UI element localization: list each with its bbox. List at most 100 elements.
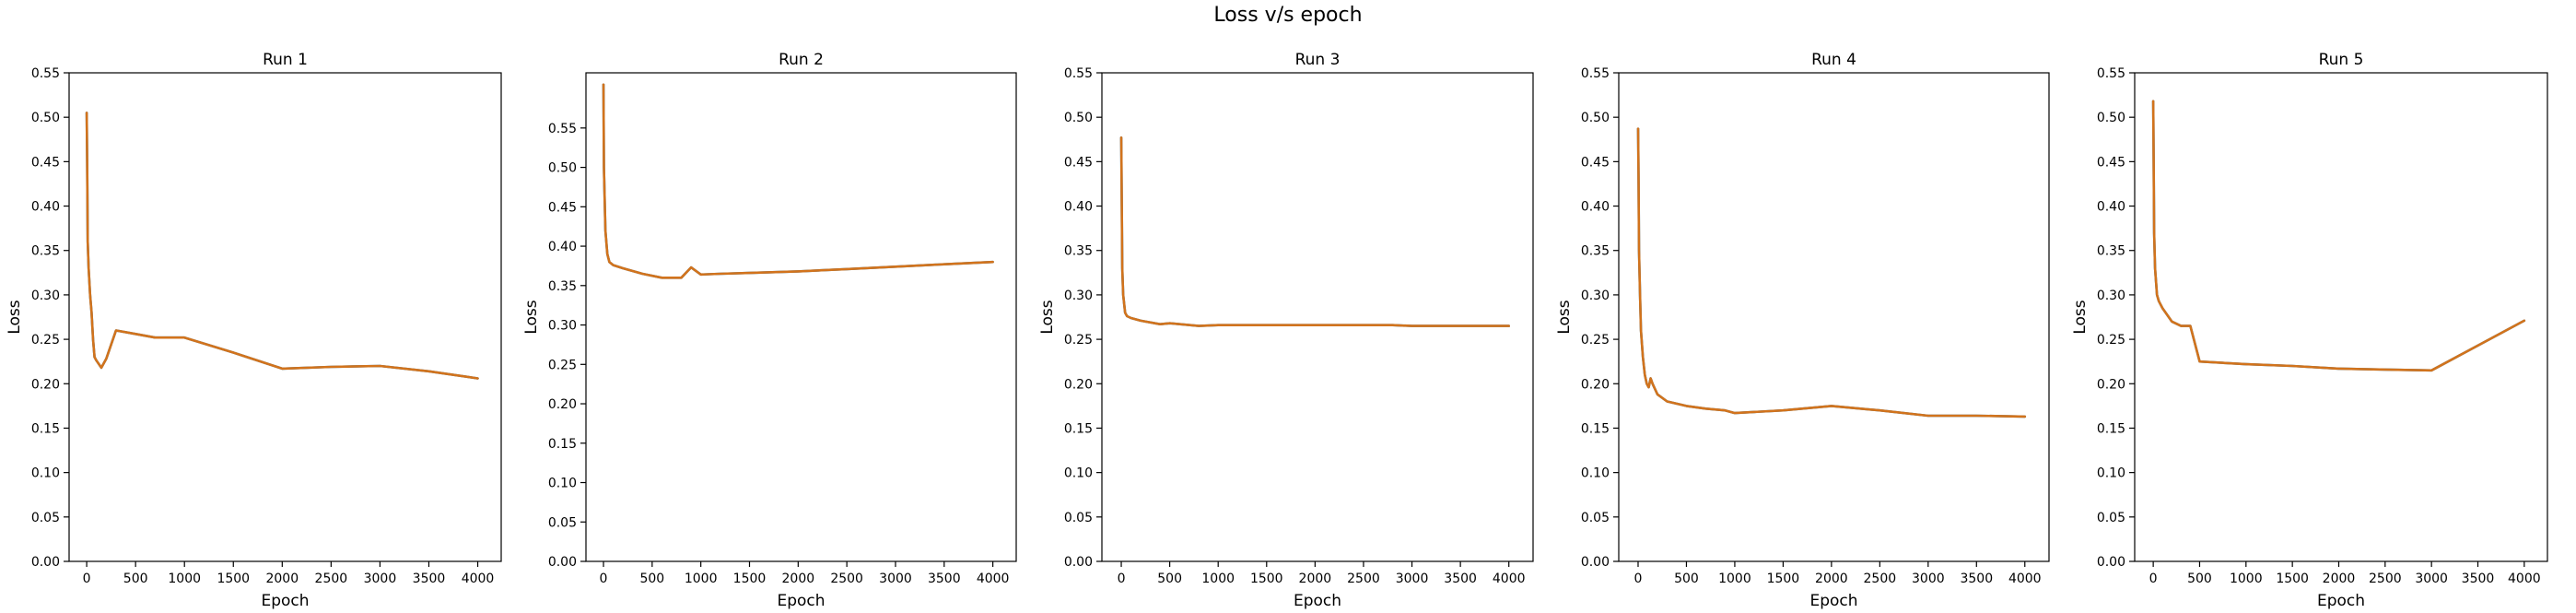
y-tick-label: 0.10	[1064, 466, 1093, 481]
x-tick-label: 500	[1674, 572, 1699, 586]
y-tick-label: 0.25	[548, 358, 577, 372]
x-tick-label: 1500	[217, 572, 250, 586]
x-tick-label: 1500	[1767, 572, 1800, 586]
y-tick-label: 0.55	[1581, 66, 1610, 81]
x-tick-label: 3000	[364, 572, 397, 586]
x-tick-label: 0	[1634, 572, 1643, 586]
subplot-4: 0 500 1000 1500 2000 2500 3000 3500 4000 0.00 0.05…	[1555, 51, 2050, 610]
x-tick-label: 0	[600, 572, 608, 586]
x-tick-label: 2000	[782, 572, 815, 586]
series-line-1	[2151, 100, 2526, 372]
y-tick-label: 0.45	[2097, 155, 2125, 170]
y-tick-label: 0.35	[1581, 244, 1610, 259]
x-tick-label: 500	[1157, 572, 1182, 586]
x-tick-label: 2000	[265, 572, 299, 586]
x-tick-label: 1500	[2276, 572, 2309, 586]
x-tick-label: 2500	[1347, 572, 1380, 586]
x-tick-label: 4000	[1493, 572, 1526, 586]
series-line-2	[85, 112, 479, 380]
y-tick-label: 0.00	[31, 555, 60, 570]
x-tick-label: 3500	[413, 572, 446, 586]
y-tick-label: 0.55	[31, 66, 60, 81]
y-tick-label: 0.10	[548, 477, 577, 491]
y-tick-label: 0.05	[1064, 511, 1093, 525]
x-tick-label: 500	[639, 572, 664, 586]
y-tick-label: 0.20	[548, 397, 577, 412]
series-line-1	[85, 112, 479, 380]
y-tick-label: 0.00	[1064, 555, 1093, 570]
y-tick-label: 0.40	[1064, 200, 1093, 215]
y-tick-label: 0.25	[1064, 333, 1093, 348]
x-tick-label: 2000	[2323, 572, 2356, 586]
y-tick-label: 0.15	[2097, 421, 2125, 436]
y-axis-label: Loss	[522, 300, 541, 334]
axes-frame	[585, 72, 1017, 562]
y-tick-label: 0.30	[2097, 289, 2125, 303]
x-axis-label: Epoch	[261, 592, 309, 610]
subplot-3: 0 500 1000 1500 2000 2500 3000 3500 4000 0.00 0.05…	[1038, 51, 1534, 610]
x-axis-label: Epoch	[1294, 592, 1341, 610]
subplot-title: Run 5	[2319, 51, 2364, 69]
axes-frame	[68, 72, 502, 562]
y-tick-label: 0.20	[31, 377, 60, 392]
y-tick-label: 0.45	[1064, 155, 1093, 170]
y-tick-label: 0.55	[2097, 66, 2125, 81]
x-tick-label: 2500	[315, 572, 348, 586]
y-tick-label: 0.50	[2097, 111, 2125, 125]
y-tick-label: 0.50	[1581, 111, 1610, 125]
x-tick-label: 3000	[1912, 572, 1945, 586]
axes-frame	[2134, 72, 2548, 562]
y-tick-label: 0.40	[31, 200, 60, 215]
series-line-2	[2151, 100, 2526, 372]
x-tick-label: 3500	[1960, 572, 1993, 586]
y-tick-label: 0.55	[1064, 66, 1093, 81]
y-tick-label: 0.25	[1581, 333, 1610, 348]
y-tick-label: 0.30	[31, 289, 60, 303]
y-tick-label: 0.05	[548, 515, 577, 530]
y-tick-label: 0.50	[1064, 111, 1093, 125]
y-tick-label: 0.40	[548, 240, 577, 254]
subplot-5: 0 500 1000 1500 2000 2500 3000 3500 4000 0.00 0.05…	[2071, 51, 2548, 610]
x-tick-label: 2500	[2369, 572, 2402, 586]
subplot-title: Run 4	[1811, 51, 1856, 69]
y-tick-label: 0.15	[548, 437, 577, 452]
x-tick-label: 1500	[733, 572, 767, 586]
x-tick-label: 2000	[1299, 572, 1332, 586]
figure-title: Loss v/s epoch	[1213, 4, 1363, 27]
x-tick-label: 1500	[1250, 572, 1283, 586]
y-axis-label: Loss	[6, 300, 24, 334]
y-tick-label: 0.20	[2097, 377, 2125, 392]
y-axis-label: Loss	[2071, 300, 2090, 334]
y-tick-label: 0.25	[2097, 333, 2125, 348]
y-tick-label: 0.10	[1581, 466, 1610, 481]
y-tick-label: 0.50	[31, 111, 60, 125]
subplot-title: Run 3	[1295, 51, 1341, 69]
series-line-2	[602, 83, 994, 279]
subplot-2: 0 500 1000 1500 2000 2500 3000 3500 4000 0.00 0.05…	[522, 51, 1017, 610]
subplot-title: Run 2	[779, 51, 824, 69]
y-tick-label: 0.45	[31, 155, 60, 170]
x-tick-label: 500	[2187, 572, 2212, 586]
x-tick-label: 1000	[1718, 572, 1751, 586]
x-tick-label: 1000	[2230, 572, 2263, 586]
x-axis-label: Epoch	[777, 592, 825, 610]
x-axis-label: Epoch	[2317, 592, 2365, 610]
x-tick-label: 1000	[685, 572, 718, 586]
series-line-1	[602, 83, 994, 279]
series-line-2	[1119, 136, 1510, 327]
series-line-1	[1119, 136, 1510, 327]
y-tick-label: 0.45	[1581, 155, 1610, 170]
x-axis-label: Epoch	[1809, 592, 1857, 610]
y-tick-label: 0.35	[548, 279, 577, 294]
y-tick-label: 0.20	[1064, 377, 1093, 392]
x-tick-label: 0	[1118, 572, 1126, 586]
x-tick-label: 4000	[2008, 572, 2042, 586]
x-tick-label: 0	[2149, 572, 2158, 586]
y-tick-label: 0.55	[548, 122, 577, 136]
series-line-2	[1636, 127, 2027, 418]
x-tick-label: 2000	[1815, 572, 1848, 586]
y-tick-label: 0.15	[1581, 421, 1610, 436]
x-tick-label: 3000	[879, 572, 912, 586]
